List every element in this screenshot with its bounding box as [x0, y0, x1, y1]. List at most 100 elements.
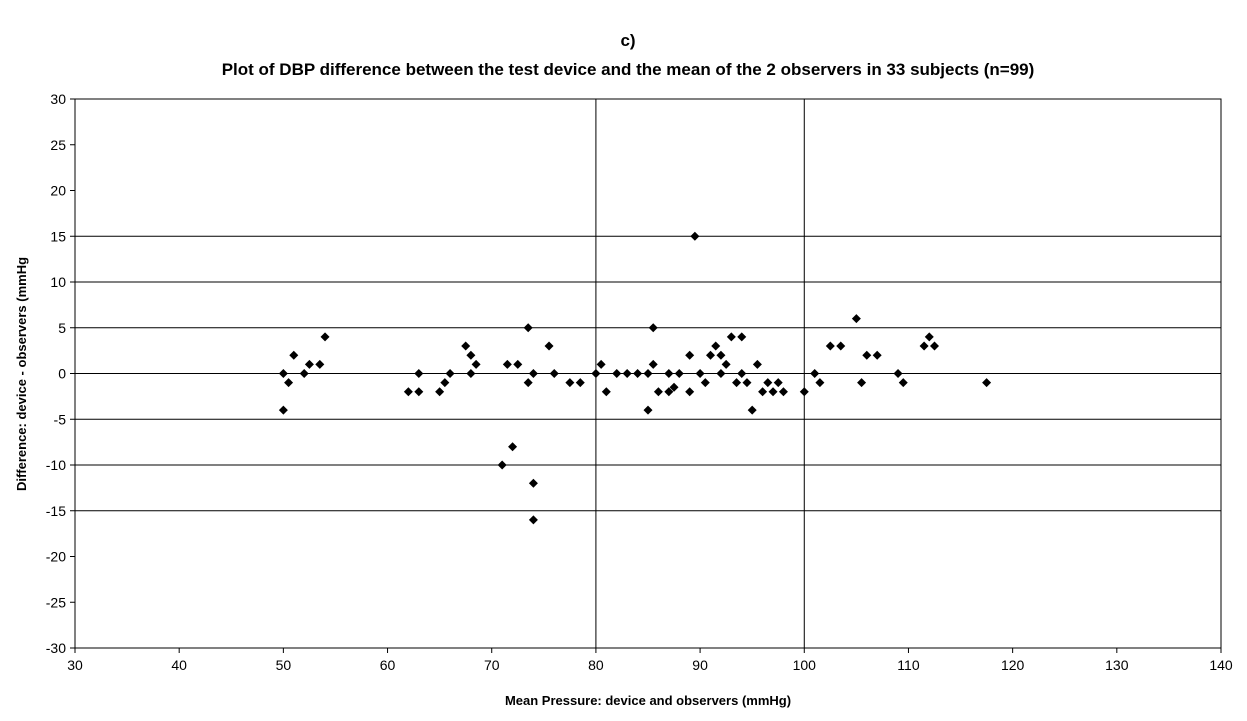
- data-point: [549, 369, 559, 378]
- y-tick-label: 0: [58, 366, 66, 382]
- data-point: [810, 369, 820, 378]
- data-point: [726, 332, 736, 342]
- data-point: [461, 341, 471, 351]
- data-point: [612, 369, 622, 378]
- data-point: [653, 387, 663, 397]
- data-point: [773, 378, 783, 388]
- data-point: [497, 460, 507, 470]
- data-point: [872, 350, 882, 360]
- data-point: [289, 350, 299, 360]
- data-point: [523, 378, 533, 388]
- x-axis: 30 40 50 60 70 80 90 100 110 120 130 140: [67, 648, 1233, 673]
- data-point: [414, 369, 424, 378]
- data-point: [601, 387, 611, 397]
- data-point: [737, 369, 747, 378]
- data-point: [523, 323, 533, 333]
- data-point: [440, 378, 450, 388]
- data-point: [299, 369, 309, 378]
- data-point: [320, 332, 330, 342]
- data-point: [502, 359, 512, 369]
- data-point: [857, 378, 867, 388]
- data-point: [711, 341, 721, 351]
- data-point: [669, 382, 679, 392]
- x-tick-label: 130: [1105, 657, 1129, 673]
- data-point: [825, 341, 835, 351]
- data-point: [544, 341, 554, 351]
- data-point: [716, 350, 726, 360]
- y-tick-label: 15: [50, 228, 66, 244]
- data-point: [721, 359, 731, 369]
- data-point: [278, 369, 288, 378]
- x-tick-label: 110: [897, 657, 920, 673]
- y-axis-title: Difference: device - observers (mmHg: [14, 257, 29, 491]
- y-axis: 30 25 20 15 10 5 0 -5 -10 -15 -20 -25 -30: [46, 91, 75, 656]
- data-point: [528, 369, 538, 378]
- y-tick-label: -30: [46, 640, 66, 656]
- data-point: [471, 359, 481, 369]
- data-point: [648, 323, 658, 333]
- data-point: [528, 478, 538, 488]
- y-tick-label: -10: [46, 457, 66, 473]
- data-point: [862, 350, 872, 360]
- y-tick-label: -5: [54, 411, 67, 427]
- data-point: [732, 378, 742, 388]
- data-point: [508, 442, 518, 452]
- data-point: [768, 387, 778, 397]
- data-point: [685, 387, 695, 397]
- x-tick-label: 100: [793, 657, 817, 673]
- data-point: [700, 378, 710, 388]
- data-point: [513, 359, 523, 369]
- data-point: [930, 341, 939, 351]
- y-tick-label: -25: [46, 594, 66, 610]
- data-point: [466, 369, 476, 378]
- data-point: [695, 369, 705, 378]
- data-point: [898, 378, 908, 388]
- data-point: [674, 369, 684, 378]
- data-point: [304, 359, 314, 369]
- data-point: [466, 350, 476, 360]
- data-point: [747, 405, 757, 415]
- data-point: [565, 378, 575, 388]
- data-point: [690, 231, 700, 241]
- data-point: [643, 369, 653, 378]
- data-point: [706, 350, 716, 360]
- data-point: [528, 515, 538, 525]
- data-point: [982, 378, 992, 388]
- y-tick-label: -20: [46, 549, 66, 565]
- x-tick-label: 60: [380, 657, 396, 673]
- chart-title: Plot of DBP difference between the test …: [222, 60, 1035, 79]
- data-point: [643, 405, 653, 415]
- data-point: [648, 359, 658, 369]
- x-tick-label: 80: [588, 657, 604, 673]
- data-point: [836, 341, 846, 351]
- data-point: [315, 359, 325, 369]
- data-point: [716, 369, 726, 378]
- x-tick-label: 140: [1209, 657, 1233, 673]
- y-tick-label: 20: [50, 183, 66, 199]
- x-tick-label: 90: [692, 657, 708, 673]
- data-point: [851, 314, 861, 324]
- data-point: [622, 369, 632, 378]
- data-point: [596, 359, 606, 369]
- x-tick-label: 50: [276, 657, 292, 673]
- x-tick-label: 120: [1001, 657, 1025, 673]
- data-point: [664, 387, 674, 397]
- data-point: [278, 405, 288, 415]
- data-point: [414, 387, 424, 397]
- data-point: [752, 359, 762, 369]
- data-point: [685, 350, 695, 360]
- data-point: [919, 341, 929, 351]
- data-point: [435, 387, 445, 397]
- panel-label: c): [620, 31, 635, 50]
- y-tick-label: 10: [50, 274, 66, 290]
- data-point: [591, 369, 601, 378]
- data-point: [633, 369, 643, 378]
- data-point: [403, 387, 413, 397]
- data-point: [737, 332, 747, 342]
- data-point: [763, 378, 773, 388]
- grid-lines: [75, 99, 1221, 648]
- y-tick-label: 30: [50, 91, 66, 107]
- data-point: [575, 378, 585, 388]
